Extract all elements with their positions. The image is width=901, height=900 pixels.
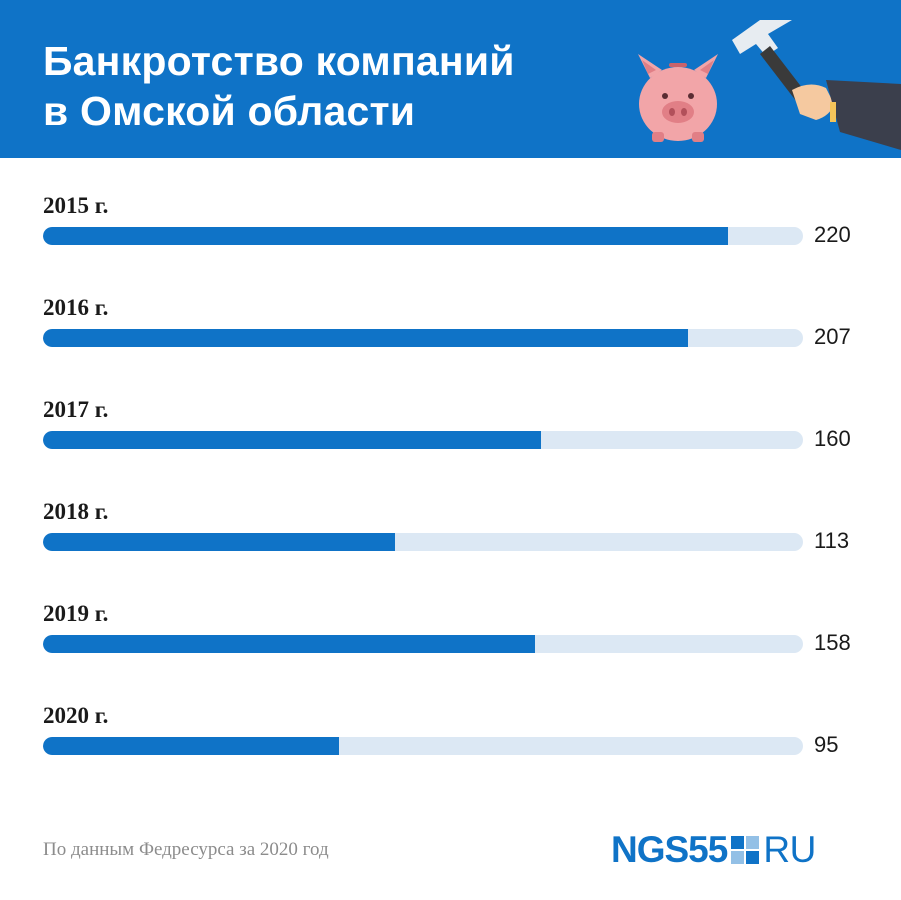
bar-track	[43, 227, 803, 245]
bar	[43, 227, 729, 245]
category-label: 2020 г.	[43, 703, 109, 728]
hammer-icon	[732, 20, 901, 150]
bar	[43, 635, 536, 653]
ngs-logo[interactable]: NGS55 RU	[611, 830, 816, 870]
header-illustration	[638, 20, 901, 150]
category-label: 2018 г.	[43, 499, 109, 524]
value-label: 95	[814, 732, 839, 757]
ngs-square-icon	[731, 836, 760, 864]
category-label: 2016 г.	[43, 295, 109, 320]
bar-track	[43, 533, 803, 551]
value-label: 207	[814, 324, 851, 349]
bar	[43, 533, 395, 551]
category-label: 2015 г.	[43, 193, 109, 218]
bar-row: 2018 г. 113	[43, 499, 863, 559]
category-label: 2017 г.	[43, 397, 109, 422]
title-line-1: Банкротство компаний	[43, 38, 515, 84]
source-note: По данным Федресурса за 2020 год	[43, 839, 329, 860]
bar-row: 2020 г. 95	[43, 703, 863, 763]
bar-track	[43, 737, 803, 755]
bar-track	[43, 635, 803, 653]
bar-row: 2019 г. 158	[43, 601, 863, 661]
logo-text-left: NGS55	[611, 829, 728, 870]
category-label: 2019 г.	[43, 601, 109, 626]
value-label: 158	[814, 630, 851, 655]
bar-row: 2015 г. 220	[43, 193, 863, 253]
bar	[43, 431, 542, 449]
bar	[43, 329, 688, 347]
value-label: 113	[814, 528, 850, 553]
value-label: 160	[814, 426, 851, 451]
piggy-bank-icon	[638, 54, 718, 142]
title-line-2: в Омской области	[43, 88, 416, 134]
page-title: Банкротство компаний в Омской области	[43, 36, 515, 136]
bar-track	[43, 431, 803, 449]
bar-row: 2016 г. 207	[43, 295, 863, 355]
bar-row: 2017 г. 160	[43, 397, 863, 457]
logo-text-right: RU	[763, 829, 816, 870]
bar-track	[43, 329, 803, 347]
value-label: 220	[814, 222, 851, 247]
header-banner: Банкротство компаний в Омской области	[0, 0, 901, 158]
bar	[43, 737, 339, 755]
